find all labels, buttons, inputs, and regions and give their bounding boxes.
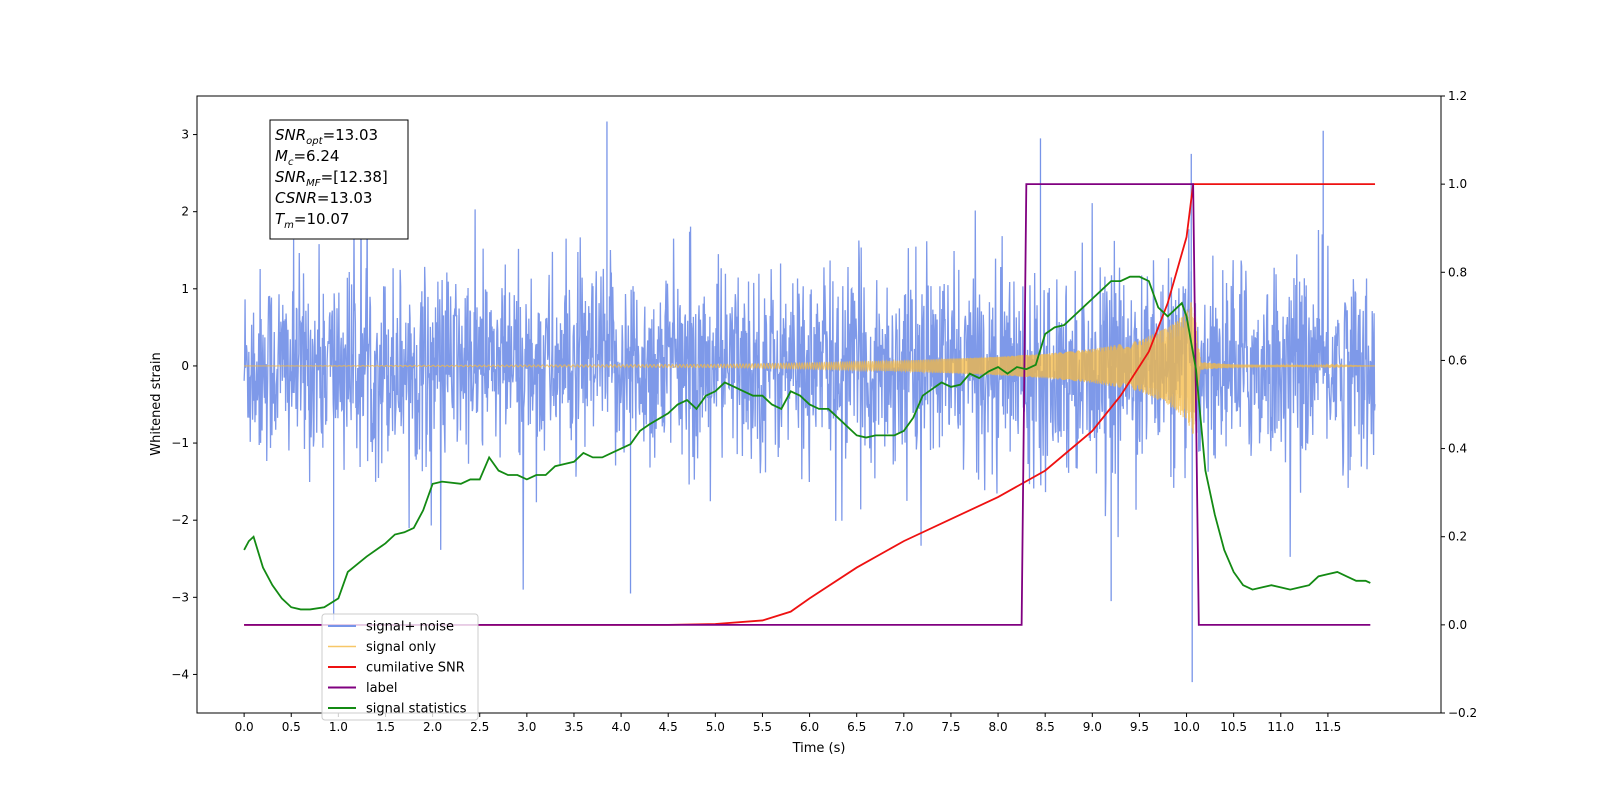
annotation-box: SNRopt=13.03Mc=6.24SNRMF=[12.38]CSNR=13.… xyxy=(269,119,409,240)
x-tick-label: 2.5 xyxy=(470,720,489,734)
annotation-value: =[12.38] xyxy=(321,168,388,186)
y-axis-label: Whitened strain xyxy=(149,352,164,455)
y-tick-label: −3 xyxy=(171,590,189,604)
legend-label-signal-statistics: signal statistics xyxy=(366,702,467,717)
x-axis-label: Time (s) xyxy=(792,741,846,756)
series-label xyxy=(244,183,1371,626)
y-tick-label: −4 xyxy=(171,667,189,681)
annotation-symbol: T xyxy=(275,210,286,228)
annotation-value: =10.07 xyxy=(294,210,350,228)
x-tick-label: 8.5 xyxy=(1036,720,1055,734)
x-tick-label: 3.5 xyxy=(564,720,583,734)
y2-tick-label: 0.6 xyxy=(1448,353,1467,367)
x-tick-label: 4.5 xyxy=(659,720,678,734)
y2-tick-label: 0.0 xyxy=(1448,618,1467,632)
chirp-line xyxy=(244,302,1376,434)
annotation-value: =13.03 xyxy=(323,126,379,144)
y2-tick-label: 0.2 xyxy=(1448,530,1467,544)
x-tick-label: 2.0 xyxy=(423,720,442,734)
y2-tick-label: 0.4 xyxy=(1448,442,1467,456)
annotation-line: Tm=10.07 xyxy=(275,210,349,231)
series-cumilative-snr xyxy=(244,183,1376,626)
annotation-symbol: SNR xyxy=(275,126,306,144)
annotation-line: SNRopt=13.03 xyxy=(275,126,378,147)
legend-label-signal-noise: signal+ noise xyxy=(366,620,454,635)
x-tick-label: 8.0 xyxy=(989,720,1008,734)
plot-area xyxy=(243,121,1376,683)
annotation-line: Mc=6.24 xyxy=(275,147,339,168)
x-tick-label: 1.5 xyxy=(376,720,395,734)
y-axis-right: 1.2 1.0 0.8 0.6 0.4 0.2 0.0 −0.2 xyxy=(1441,89,1477,720)
y2-tick-label: 0.8 xyxy=(1448,265,1467,279)
x-tick-label: 7.0 xyxy=(894,720,913,734)
x-tick-label: 9.5 xyxy=(1130,720,1149,734)
legend-frame xyxy=(321,613,479,721)
annotation-symbol: SNR xyxy=(275,168,306,186)
x-tick-label: 3.0 xyxy=(517,720,536,734)
x-tick-label: 5.5 xyxy=(753,720,772,734)
annotation-value: =6.24 xyxy=(293,147,339,165)
legend-label-cumilative-snr: cumilative SNR xyxy=(366,661,465,676)
annotation-line: SNRMF=[12.38] xyxy=(275,168,388,189)
annotation-frame xyxy=(269,119,409,240)
x-tick-label: 10.5 xyxy=(1220,720,1247,734)
annotation-subscript: c xyxy=(288,157,294,168)
x-tick-label: 9.0 xyxy=(1083,720,1102,734)
x-tick-label: 0.5 xyxy=(282,720,301,734)
x-tick-label: 5.0 xyxy=(706,720,725,734)
x-tick-label: 0.0 xyxy=(235,720,254,734)
annotation-value: =13.03 xyxy=(317,189,373,207)
annotation-subscript: opt xyxy=(306,136,323,147)
annotation-symbol: CSNR xyxy=(275,189,317,207)
annotation-subscript: m xyxy=(284,220,294,231)
annotation-subscript: MF xyxy=(306,178,321,189)
x-tick-label: 11.0 xyxy=(1267,720,1294,734)
series-signal-statistics xyxy=(243,275,1371,611)
legend-label-signal-only: signal only xyxy=(366,640,436,655)
x-axis: 0.0 0.5 1.0 1.5 2.0 2.5 3.0 3.5 4.0 4.5 5.0 5.5 6.0 6… xyxy=(235,713,1342,734)
x-tick-label: 6.5 xyxy=(847,720,866,734)
annotation-line: CSNR=13.03 xyxy=(275,189,372,207)
y2-tick-label: −0.2 xyxy=(1448,706,1477,720)
annotation-symbol: M xyxy=(275,147,288,165)
series-right-axis xyxy=(243,183,1376,626)
y-tick-label: 0 xyxy=(181,359,189,373)
x-tick-label: 4.0 xyxy=(612,720,631,734)
legend-label-label: label xyxy=(366,681,397,696)
y2-tick-label: 1.2 xyxy=(1448,89,1467,103)
y2-tick-label: 1.0 xyxy=(1448,177,1467,191)
plot-frame xyxy=(196,95,1442,714)
y-tick-label: 2 xyxy=(181,205,189,219)
x-tick-label: 6.0 xyxy=(800,720,819,734)
y-tick-label: −1 xyxy=(171,436,189,450)
x-tick-label: 7.5 xyxy=(941,720,960,734)
legend: signal+ noise signal only cumilative SNR la… xyxy=(321,613,479,721)
y-axis-left: 3 2 1 0 −1 −2 −3 −4 xyxy=(171,128,197,681)
x-tick-label: 1.0 xyxy=(329,720,348,734)
y-tick-label: −2 xyxy=(171,513,189,527)
y-tick-label: 1 xyxy=(181,282,189,296)
x-tick-label: 11.5 xyxy=(1315,720,1342,734)
series-signal-only xyxy=(244,302,1376,434)
y-tick-label: 3 xyxy=(181,128,189,142)
x-tick-label: 10.0 xyxy=(1173,720,1200,734)
